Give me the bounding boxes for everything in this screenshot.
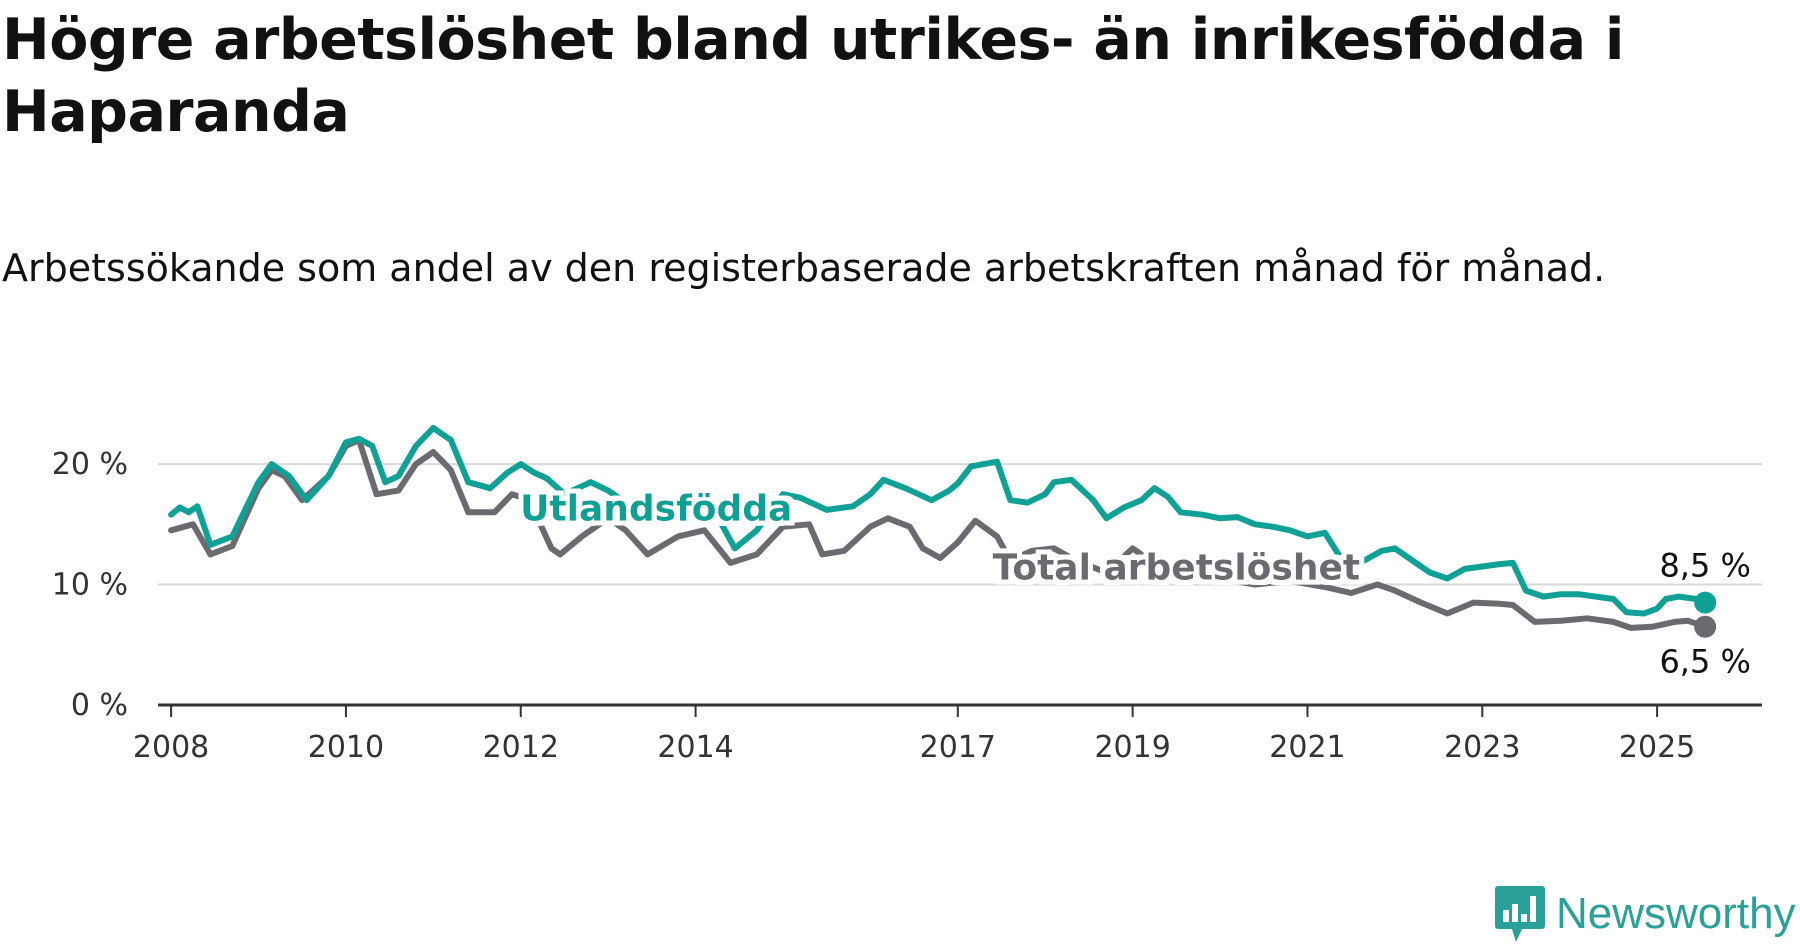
- series-labels: Total arbetslöshet Utlandsfödda 8,5 % 6,5 %: [520, 489, 1751, 681]
- x-tick-label: 2025: [1619, 730, 1695, 765]
- x-tick-label: 2012: [483, 730, 559, 765]
- series-line-utlandsfodda: [168, 425, 1709, 617]
- x-tick-label: 2017: [920, 730, 996, 765]
- y-tick-label: 0 %: [71, 688, 128, 723]
- end-label-utlandsfodda: 8,5 %: [1659, 547, 1750, 585]
- brand-name: Newsworthy: [1556, 889, 1796, 938]
- series-label-utlandsfodda: Utlandsfödda: [520, 489, 792, 530]
- x-tick-label: 2010: [308, 730, 384, 765]
- x-tick-label: 2014: [657, 730, 733, 765]
- x-tick-label: 2021: [1269, 730, 1345, 765]
- end-point-total: [1694, 615, 1717, 638]
- series-label-total: Total arbetslöshet: [993, 548, 1361, 589]
- y-tick-label: 20 %: [52, 447, 128, 482]
- y-tick-label: 10 %: [52, 568, 128, 603]
- series-lines: [168, 425, 1717, 638]
- bar-chart-badge-icon: [1495, 886, 1545, 942]
- chart-title: Högre arbetslöshet bland utrikes- än inr…: [2, 7, 1624, 145]
- end-label-total: 6,5 %: [1659, 643, 1750, 681]
- chart-subtitle: Arbetssökande som andel av den registerb…: [2, 246, 1606, 290]
- x-tick-label: 2008: [133, 730, 209, 765]
- brand-logo: Newsworthy: [1494, 884, 1796, 944]
- x-tick-label: 2019: [1094, 730, 1170, 765]
- end-point-utlandsfodda: [1694, 591, 1717, 614]
- x-tick-label: 2023: [1444, 730, 1520, 765]
- series-line-total: [168, 437, 1709, 631]
- axes: 0 % 10 % 20 % 2008 2010 2012 2014 2017 2019 2021 2…: [52, 447, 1762, 765]
- grid-lines: [158, 463, 1762, 586]
